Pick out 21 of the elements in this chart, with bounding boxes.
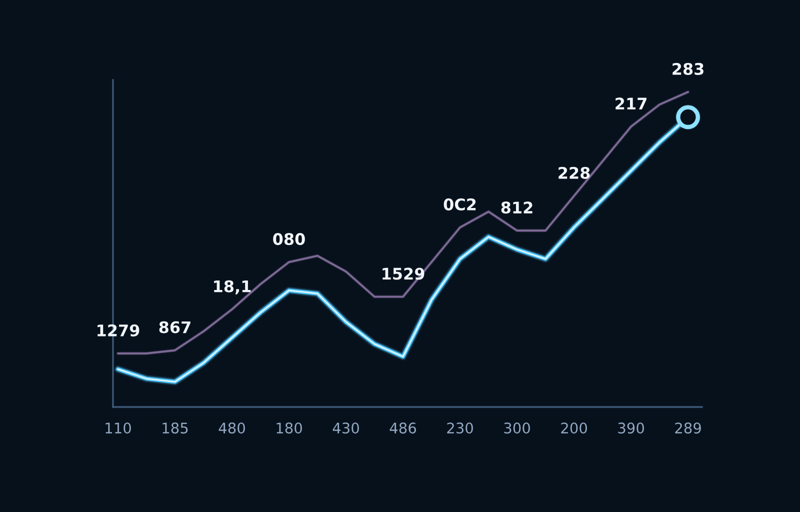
annotation: 1529 <box>382 268 424 280</box>
annotation: 18,1 <box>214 280 251 294</box>
annotation: 1279 <box>98 324 140 336</box>
x-tick-label: 430 <box>332 422 359 434</box>
x-tick-label: 480 <box>218 422 245 434</box>
x-tick-label: 200 <box>561 422 587 434</box>
annotation: 812 <box>501 202 532 214</box>
annotation: 283 <box>672 62 704 75</box>
x-tick-label: 390 <box>618 422 644 434</box>
annotation: 0C2 <box>444 198 476 210</box>
annotation: 228 <box>558 166 590 179</box>
x-tick-label: 185 <box>162 422 188 434</box>
annotation: 867 <box>159 321 190 334</box>
x-tick-label: 110 <box>106 422 131 434</box>
annotation: 080 <box>273 233 305 246</box>
x-tick-label: 300 <box>504 422 530 434</box>
x-tick-label: 289 <box>675 422 701 434</box>
x-tick-label: 230 <box>447 422 473 434</box>
x-tick-label: 486 <box>390 422 416 434</box>
annotation: 217 <box>616 98 646 110</box>
x-tick-label: 180 <box>276 422 302 434</box>
